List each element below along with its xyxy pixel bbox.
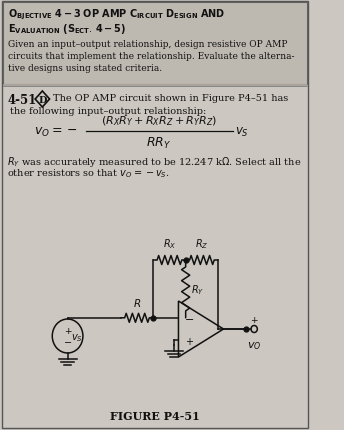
Text: the following input–output relationship:: the following input–output relationship: — [10, 107, 206, 116]
Text: $v_O = -$: $v_O = -$ — [34, 125, 78, 138]
Text: $R_Z$: $R_Z$ — [195, 237, 209, 250]
Text: Given an input–output relationship, design resistive OP AMP
circuits that implem: Given an input–output relationship, desi… — [8, 40, 294, 72]
Text: 4-51: 4-51 — [7, 94, 36, 107]
Text: $R_Y$: $R_Y$ — [191, 283, 204, 296]
Text: $R_Y$ was accurately measured to be 12.247 k$\Omega$. Select all the: $R_Y$ was accurately measured to be 12.2… — [7, 155, 302, 169]
Text: +: + — [64, 327, 71, 336]
Text: $\mathbf{O}_{\mathbf{BJECTIVE}}$ $\mathbf{4-3}$ $\mathbf{OP}$ $\mathbf{AMP}$ $\m: $\mathbf{O}_{\mathbf{BJECTIVE}}$ $\mathb… — [8, 8, 226, 22]
Text: $RR_Y$: $RR_Y$ — [147, 135, 172, 150]
Text: +: + — [185, 336, 193, 347]
Text: The OP AMP circuit shown in Figure P4–51 has: The OP AMP circuit shown in Figure P4–51… — [53, 94, 288, 103]
Text: −: − — [64, 337, 72, 347]
Bar — [3, 85, 307, 88]
Text: $R$: $R$ — [133, 296, 141, 308]
Text: −: − — [185, 314, 194, 324]
Bar — [3, 3, 307, 85]
Text: FIGURE P4-51: FIGURE P4-51 — [110, 410, 200, 421]
Text: +: + — [250, 316, 258, 325]
Text: $v_O$: $v_O$ — [247, 339, 261, 351]
Text: $(R_XR_Y + R_XR_Z + R_YR_Z)$: $(R_XR_Y + R_XR_Z + R_YR_Z)$ — [101, 114, 217, 128]
Text: $v_S$: $v_S$ — [71, 332, 83, 343]
Text: $v_S$: $v_S$ — [235, 125, 249, 138]
Text: $\mathbf{E}_{\mathbf{VALUATION}}$ $\mathbf{(S}_{\mathbf{ECT}}$. $\mathbf{4-5)}$: $\mathbf{E}_{\mathbf{VALUATION}}$ $\math… — [8, 22, 126, 36]
Text: other resistors so that $v_O = -v_S$.: other resistors so that $v_O = -v_S$. — [7, 166, 170, 179]
Text: $R_X$: $R_X$ — [163, 237, 176, 250]
Text: D: D — [38, 96, 46, 105]
